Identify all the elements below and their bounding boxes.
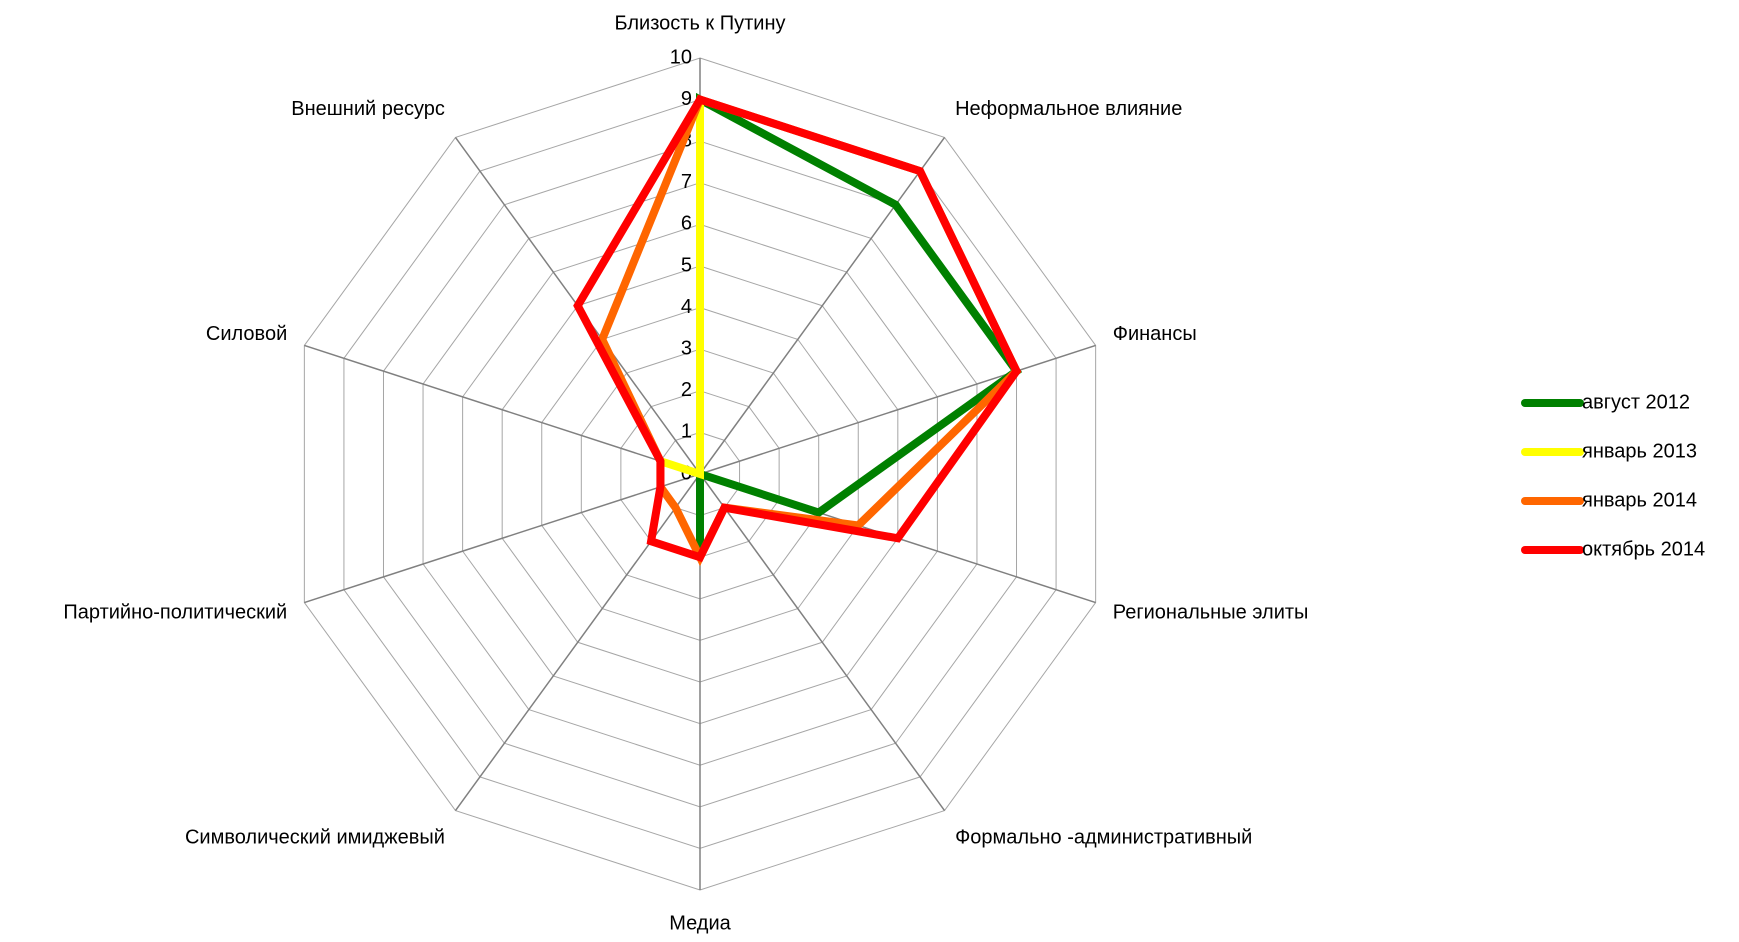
spoke [699, 137, 946, 475]
r-tick-label: 2 [681, 379, 692, 401]
r-tick-label: 10 [670, 46, 692, 68]
r-tick-label: 7 [681, 171, 692, 193]
category-label: Формально -административный [955, 826, 1252, 848]
category-label: Медиа [669, 912, 731, 934]
category-label: Символический имиджевый [185, 826, 445, 848]
legend-label: январь 2014 [1582, 489, 1697, 511]
series-line [696, 92, 1023, 558]
spoke [699, 473, 946, 811]
r-tick-label: 6 [681, 213, 692, 235]
category-label: Региональные элиты [1113, 601, 1309, 623]
spoke [304, 344, 701, 475]
category-label: Силовой [206, 323, 287, 345]
r-tick-label: 9 [681, 88, 692, 110]
category-label: Финансы [1113, 323, 1197, 345]
r-tick-label: 3 [681, 337, 692, 359]
category-label: Внешний ресурс [291, 98, 445, 120]
category-label: Партийно-политический [63, 601, 287, 623]
legend-label: октябрь 2014 [1582, 538, 1705, 560]
r-tick-label: 4 [681, 296, 692, 318]
legend-label: январь 2013 [1582, 440, 1697, 462]
series-line [597, 94, 1022, 567]
series-line [573, 94, 1022, 563]
spoke [304, 473, 701, 604]
r-tick-label: 5 [681, 254, 692, 276]
category-label: Неформальное влияние [955, 98, 1182, 120]
r-tick-label: 1 [681, 421, 692, 443]
spoke [454, 473, 701, 811]
legend-label: август 2012 [1582, 391, 1690, 413]
spoke [699, 344, 1096, 475]
category-label: Близость к Путину [614, 12, 785, 34]
